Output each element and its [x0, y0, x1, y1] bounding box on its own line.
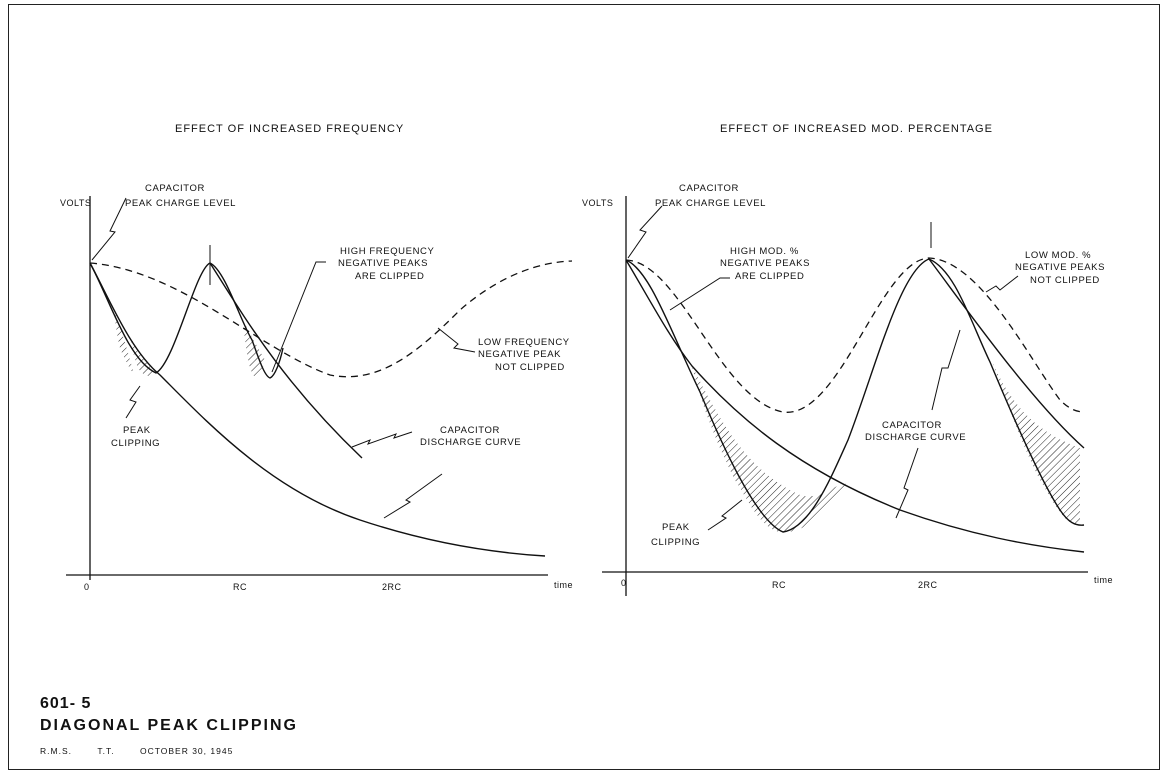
right-note-discharge-1: CAPACITOR	[882, 420, 942, 431]
right-discharge-curve	[625, 259, 1085, 553]
right-clipping-hatch-2	[992, 362, 1080, 526]
drawing-number: 601- 5	[40, 695, 92, 712]
right-note-high-mod-2: NEGATIVE PEAKS	[720, 258, 810, 269]
left-low-frequency-wave	[89, 260, 573, 378]
right-note-low-mod: LOW MOD. % NEGATIVE PEAKS NOT CLIPPED	[1015, 250, 1108, 286]
left-note-high-freq-1: HIGH FREQUENCY	[340, 246, 434, 257]
left-panel-title: EFFECT OF INCREASED FREQUENCY	[175, 123, 404, 135]
drawing-frame	[8, 4, 1160, 770]
left-note-discharge: CAPACITOR DISCHARGE CURVE	[420, 425, 521, 448]
right-note-capacitor: CAPACITOR PEAK CHARGE LEVEL	[655, 183, 766, 209]
right-note-high-mod: HIGH MOD. % NEGATIVE PEAKS ARE CLIPPED	[720, 246, 813, 282]
left-note-high-freq-3: ARE CLIPPED	[355, 271, 424, 282]
right-tick-time: time	[1094, 575, 1113, 585]
left-leader-high-freq	[271, 261, 326, 373]
left-note-low-freq-3: NOT CLIPPED	[495, 362, 565, 373]
left-note-discharge-2: DISCHARGE CURVE	[420, 437, 521, 448]
right-leader-discharge-down	[895, 447, 919, 519]
right-tick-rc: RC	[772, 580, 786, 590]
right-panel-title: EFFECT OF INCREASED MOD. PERCENTAGE	[720, 123, 993, 135]
left-tick-0: 0	[84, 582, 90, 592]
right-note-peak-2: CLIPPING	[651, 537, 700, 548]
right-high-mod-wave	[625, 258, 1085, 533]
meta-author: R.M.S.	[40, 746, 72, 756]
left-note-low-frequency: LOW FREQUENCY NEGATIVE PEAK NOT CLIPPED	[478, 337, 573, 373]
left-y-label: VOLTS	[60, 198, 91, 208]
left-note-capacitor: CAPACITOR PEAK CHARGE LEVEL	[125, 183, 236, 209]
left-note-low-freq-1: LOW FREQUENCY	[478, 337, 570, 348]
right-note-peak-clipping: PEAK CLIPPING	[651, 522, 700, 548]
left-discharge-curve	[89, 262, 546, 557]
right-note-discharge: CAPACITOR DISCHARGE CURVE	[865, 420, 966, 443]
left-note-peak-clipping: PEAK CLIPPING	[111, 425, 160, 449]
right-leader-capacitor	[627, 205, 663, 259]
right-note-peak-1: PEAK	[662, 522, 690, 533]
right-clipping-hatch-1	[692, 366, 848, 533]
left-note-discharge-1: CAPACITOR	[440, 425, 500, 436]
right-y-label: VOLTS	[582, 198, 613, 208]
right-note-discharge-2: DISCHARGE CURVE	[865, 432, 966, 443]
right-panel: EFFECT OF INCREASED MOD. PERCENTAGE VOLT…	[582, 123, 1113, 596]
left-note-peak-2: CLIPPING	[111, 438, 160, 449]
left-note-peak-1: PEAK	[123, 425, 151, 436]
left-tick-time: time	[554, 580, 573, 590]
right-note-high-mod-3: ARE CLIPPED	[735, 271, 804, 282]
left-clipping-hatch-1b	[131, 338, 156, 376]
right-note-high-mod-1: HIGH MOD. %	[730, 246, 799, 257]
left-leader-discharge	[383, 473, 443, 519]
right-note-capacitor-2: PEAK CHARGE LEVEL	[655, 198, 766, 209]
left-note-capacitor-2: PEAK CHARGE LEVEL	[125, 198, 236, 209]
right-second-discharge	[928, 258, 1085, 449]
left-panel: EFFECT OF INCREASED FREQUENCY VOLTS 0 RC…	[60, 123, 573, 592]
right-leader-peak-clip	[707, 499, 743, 531]
left-leader-peak-clip	[125, 385, 141, 419]
left-note-high-freq-2: NEGATIVE PEAKS	[338, 258, 428, 269]
left-note-high-frequency: HIGH FREQUENCY NEGATIVE PEAKS ARE CLIPPE…	[338, 246, 438, 282]
right-tick-0: 0	[621, 578, 627, 588]
left-leader-low-freq	[437, 327, 476, 353]
right-note-capacitor-1: CAPACITOR	[679, 183, 739, 194]
left-tick-rc: RC	[233, 582, 247, 592]
meta-checker: T.T.	[97, 746, 115, 756]
right-note-low-mod-1: LOW MOD. %	[1025, 250, 1091, 261]
right-note-low-mod-2: NEGATIVE PEAKS	[1015, 262, 1105, 273]
meta-date: OCTOBER 30, 1945	[139, 746, 234, 756]
left-leader-capacitor	[91, 197, 127, 261]
left-note-low-freq-2: NEGATIVE PEAK	[478, 349, 561, 360]
drawing-meta: R.M.S. T.T. OCTOBER 30, 1945	[40, 746, 255, 756]
left-note-capacitor-1: CAPACITOR	[145, 183, 205, 194]
right-note-low-mod-3: NOT CLIPPED	[1030, 275, 1100, 286]
right-leader-high-mod	[669, 277, 730, 311]
left-leader-high-curve	[351, 431, 413, 448]
left-high-frequency-wave	[89, 262, 284, 379]
drawing-title: DIAGONAL PEAK CLIPPING	[40, 717, 298, 734]
right-low-mod-wave	[625, 257, 1085, 413]
right-leader-low-mod	[985, 275, 1019, 293]
right-leader-discharge-up	[931, 329, 961, 411]
left-second-discharge	[209, 262, 363, 459]
left-tick-2rc: 2RC	[382, 582, 402, 592]
right-tick-2rc: 2RC	[918, 580, 938, 590]
